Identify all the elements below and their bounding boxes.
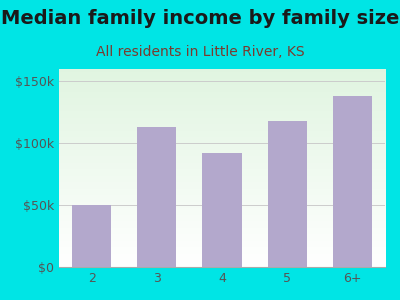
Bar bbox=[137, 127, 176, 267]
Bar bbox=[72, 205, 111, 267]
Bar bbox=[268, 121, 307, 267]
Text: Median family income by family size: Median family income by family size bbox=[1, 9, 399, 28]
Bar bbox=[333, 96, 372, 267]
Text: All residents in Little River, KS: All residents in Little River, KS bbox=[96, 45, 304, 59]
Bar bbox=[202, 153, 242, 267]
